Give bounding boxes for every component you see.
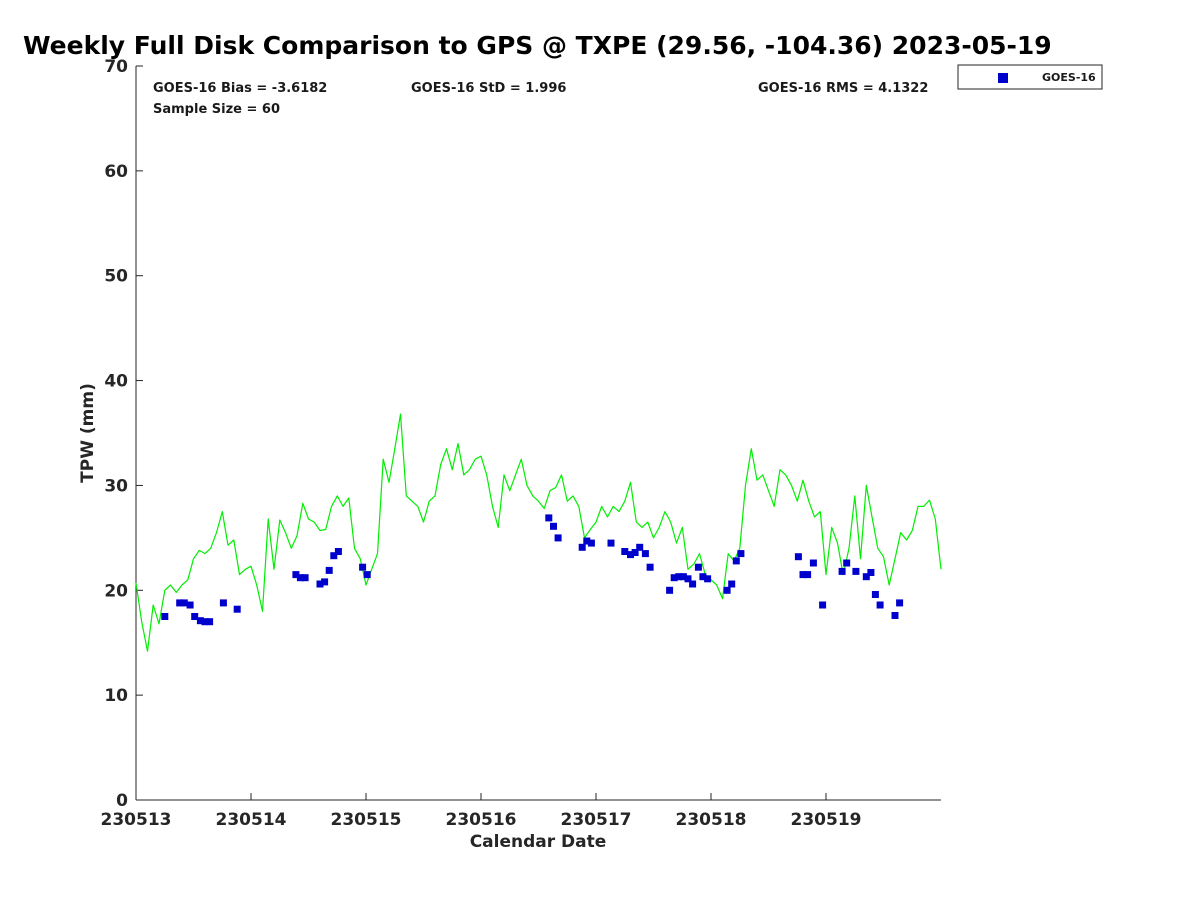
goes16-point (321, 578, 329, 586)
x-tick-label: 230515 (331, 810, 402, 830)
goes16-point (206, 618, 214, 626)
goes16-point (809, 559, 817, 567)
goes16-point (891, 612, 899, 619)
x-tick-label: 230519 (791, 810, 862, 830)
goes16-point (627, 551, 634, 559)
goes16-point (219, 599, 227, 607)
goes16-point (794, 553, 802, 561)
goes16-point (641, 550, 649, 558)
goes16-point (325, 566, 333, 574)
x-tick-label: 230517 (561, 810, 632, 830)
goes16-point (732, 557, 740, 565)
x-tick-label: 230518 (676, 810, 747, 830)
goes16-point (666, 586, 674, 594)
goes16-point (636, 543, 644, 551)
goes16-point (161, 613, 169, 620)
goes16-point (180, 599, 188, 607)
x-tick-label: 230513 (101, 810, 172, 830)
goes16-point (819, 601, 827, 609)
goes16-point (583, 537, 591, 545)
goes16-point (867, 569, 875, 576)
goes16-point (587, 539, 595, 547)
y-tick-label: 60 (104, 162, 128, 182)
goes16-point (694, 563, 702, 571)
goes16-point (201, 618, 209, 626)
y-tick-label: 30 (104, 476, 128, 496)
bias-stat: GOES-16 Bias = -3.6182 (153, 81, 327, 96)
goes16-point (646, 563, 654, 571)
gps-tpw-line (135, 413, 942, 652)
goes16-point (804, 571, 812, 579)
legend-box (957, 64, 1103, 90)
goes16-point (359, 563, 367, 571)
y-tick-label: 0 (116, 791, 128, 811)
chart-title: Weekly Full Disk Comparison to GPS @ TXP… (23, 31, 1052, 60)
goes16-point (196, 617, 204, 625)
goes16-point (578, 543, 586, 551)
y-tick-label: 10 (104, 686, 128, 706)
std-stat: GOES-16 StD = 1.996 (411, 81, 566, 96)
goes16-point (843, 559, 851, 567)
goes16-point (292, 571, 300, 579)
goes16-point (684, 575, 692, 583)
rms-stat: GOES-16 RMS = 4.1322 (758, 81, 928, 96)
goes16-point (233, 605, 241, 613)
legend-label-goes16: GOES-16 (1042, 71, 1096, 84)
y-tick-label: 50 (104, 267, 128, 287)
y-tick-label: 20 (104, 581, 128, 601)
x-tick-label: 230514 (216, 810, 287, 830)
goes16-point (728, 580, 736, 588)
goes16-point (296, 574, 304, 582)
goes16-point (554, 534, 562, 542)
x-axis-label: Calendar Date (470, 832, 607, 852)
goes16-point (689, 580, 697, 588)
goes16-point (723, 586, 731, 594)
goes16-point (631, 549, 639, 556)
goes16-point (896, 599, 904, 607)
goes16-point (330, 552, 338, 560)
goes16-point (550, 522, 557, 530)
goes16-point (545, 514, 553, 522)
x-tick-label: 230516 (446, 810, 517, 830)
goes16-point (704, 575, 712, 583)
legend: GOES-16 (957, 64, 1103, 90)
goes16-point (176, 599, 184, 607)
goes16-point (679, 573, 687, 581)
goes16-point (621, 548, 629, 555)
y-tick-label: 40 (104, 372, 128, 392)
goes16-point (862, 573, 870, 581)
plot-area: 0 10 20 30 40 50 60 70 230513 230514 230515 230516 2… (101, 57, 942, 830)
goes16-point (607, 539, 615, 547)
legend-marker-goes16 (998, 73, 1008, 83)
goes16-point (737, 550, 745, 558)
goes16-point (871, 591, 879, 598)
goes16-point (838, 567, 846, 575)
goes16-point (301, 574, 309, 582)
goes16-point (852, 567, 860, 575)
goes16-point (675, 573, 683, 581)
goes16-point (191, 613, 199, 620)
y-tick-label: 70 (104, 57, 128, 77)
goes16-point (186, 601, 194, 609)
goes16-point (334, 548, 342, 555)
goes16-point (699, 573, 707, 581)
goes16-point (799, 571, 807, 579)
goes16-point (876, 601, 884, 609)
sample-size-stat: Sample Size = 60 (153, 102, 280, 117)
goes16-point (316, 580, 324, 588)
goes16-point (670, 574, 678, 582)
y-axis-label: TPW (mm) (78, 383, 98, 483)
goes16-point (363, 571, 371, 579)
